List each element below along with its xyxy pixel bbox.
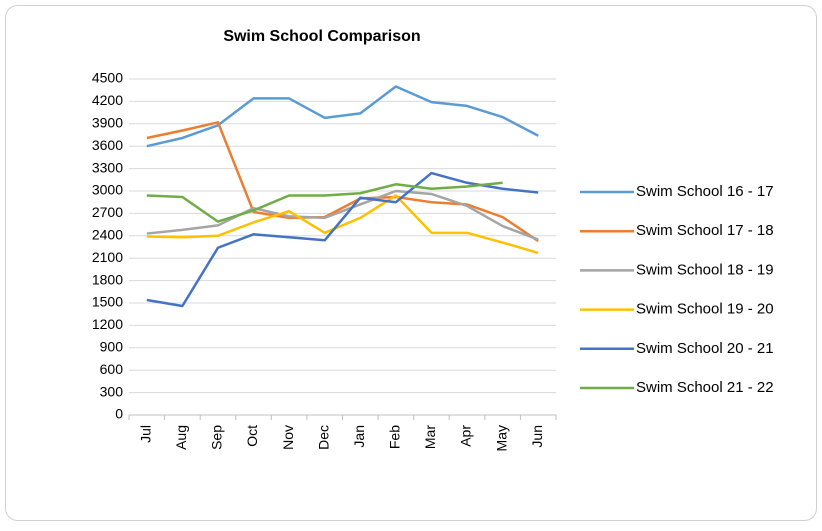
y-tick-label: 3300 [92, 159, 123, 175]
x-tick-label: Mar [422, 425, 438, 449]
x-tick-label: Feb [387, 425, 403, 449]
legend-text: Swim School 19 - 20 [636, 301, 774, 318]
x-tick-label: May [493, 425, 509, 451]
y-tick-label: 2400 [92, 227, 123, 243]
y-tick-label: 2700 [92, 204, 123, 220]
y-tick-label: 600 [100, 361, 124, 377]
y-tick-label: 300 [100, 383, 124, 399]
y-tick-label: 1800 [92, 271, 123, 287]
x-tick-label: Jan [351, 425, 367, 448]
y-tick-label: 3000 [92, 182, 123, 198]
series-line [146, 194, 539, 255]
y-tick-label: 1500 [92, 294, 123, 310]
series-line [146, 121, 539, 243]
x-tick-label: Aug [173, 425, 189, 450]
legend-text: Swim School 16 - 17 [636, 183, 774, 200]
legend-text: Swim School 17 - 18 [636, 222, 774, 239]
x-tick-label: Jun [529, 425, 545, 448]
y-tick-label: 3600 [92, 137, 123, 153]
legend-text: Swim School 21 - 22 [636, 379, 774, 396]
y-tick-label: 4200 [92, 92, 123, 108]
y-tick-label: 1200 [92, 316, 123, 332]
y-tick-label: 3900 [92, 115, 123, 131]
chart-frame [5, 5, 817, 521]
series-line [146, 85, 539, 148]
series-line [146, 181, 503, 223]
x-tick-label: Apr [458, 425, 474, 447]
chart-title: Swim School Comparison [223, 28, 420, 45]
x-tick-label: Jul [137, 425, 153, 443]
y-tick-label: 900 [100, 339, 124, 355]
y-tick-label: 2100 [92, 249, 123, 265]
x-tick-label: Dec [315, 425, 331, 450]
series-line [146, 189, 539, 241]
series-line [146, 171, 539, 308]
x-tick-label: Oct [244, 425, 260, 447]
legend-text: Swim School 18 - 19 [636, 261, 774, 278]
x-tick-label: Sep [209, 425, 225, 450]
y-tick-label: 4500 [92, 70, 123, 86]
y-tick-label: 0 [115, 406, 123, 422]
x-tick-label: Nov [280, 425, 296, 450]
legend-text: Swim School 20 - 21 [636, 340, 774, 357]
